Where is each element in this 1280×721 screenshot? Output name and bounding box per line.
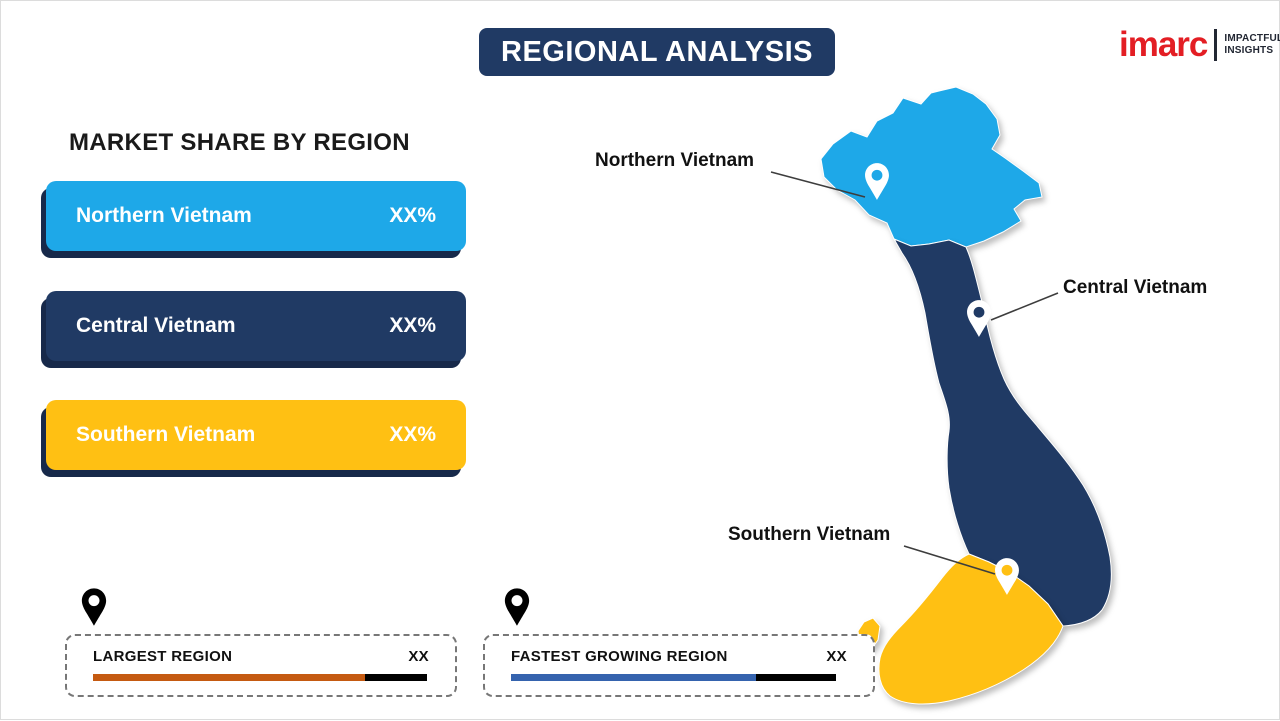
fastest-growing-region-bar-color bbox=[511, 674, 756, 681]
fastest-growing-region-box: FASTEST GROWING REGION XX bbox=[483, 634, 875, 697]
location-pin-icon bbox=[504, 588, 530, 626]
largest-region-bar-color bbox=[93, 674, 365, 681]
map-region-northern bbox=[820, 86, 1043, 248]
region-share-card-northern: Northern Vietnam XX% bbox=[46, 181, 466, 251]
fastest-growing-region-label: FASTEST GROWING REGION bbox=[511, 648, 728, 665]
imarc-logo-text: imarc bbox=[1119, 25, 1208, 64]
logo-tagline-line2: INSIGHTS bbox=[1224, 44, 1274, 56]
map-pin-central bbox=[967, 300, 991, 337]
region-share-label: Southern Vietnam bbox=[76, 423, 256, 446]
largest-region-value: XX bbox=[408, 648, 429, 665]
map-label-northern: Northern Vietnam bbox=[595, 150, 755, 171]
fastest-growing-region-value: XX bbox=[826, 648, 847, 665]
map-label-central: Central Vietnam bbox=[1063, 277, 1208, 298]
logo-divider bbox=[1214, 28, 1218, 61]
leader-line-central bbox=[990, 292, 1059, 321]
region-share-card-southern: Southern Vietnam XX% bbox=[46, 400, 466, 470]
fastest-growing-region-bar-black bbox=[756, 674, 836, 681]
page-title-banner: REGIONAL ANALYSIS bbox=[479, 28, 835, 76]
fastest-growing-region-bar bbox=[511, 674, 847, 681]
map-pin-northern bbox=[865, 163, 889, 200]
map-pin-southern bbox=[995, 558, 1019, 595]
map-label-southern: Southern Vietnam bbox=[728, 524, 891, 545]
largest-region-bar bbox=[93, 674, 429, 681]
map-region-southern bbox=[878, 553, 1064, 705]
region-share-label: Northern Vietnam bbox=[76, 204, 252, 227]
leader-line-northern bbox=[770, 171, 866, 198]
imarc-logo: imarc IMPACTFUL INSIGHTS bbox=[1119, 27, 1280, 62]
region-share-value: XX% bbox=[389, 314, 436, 337]
region-share-value: XX% bbox=[389, 423, 436, 446]
market-share-heading: MARKET SHARE BY REGION bbox=[69, 129, 410, 156]
page-title: REGIONAL ANALYSIS bbox=[501, 35, 813, 68]
leader-line-southern bbox=[903, 545, 996, 575]
logo-tagline-line1: IMPACTFUL bbox=[1224, 32, 1280, 44]
region-share-card-central: Central Vietnam XX% bbox=[46, 291, 466, 361]
largest-region-label: LARGEST REGION bbox=[93, 648, 233, 665]
region-share-value: XX% bbox=[389, 204, 436, 227]
largest-region-bar-black bbox=[365, 674, 427, 681]
largest-region-box: LARGEST REGION XX bbox=[65, 634, 457, 697]
region-share-label: Central Vietnam bbox=[76, 314, 236, 337]
logo-tagline: IMPACTFUL INSIGHTS bbox=[1224, 33, 1280, 57]
location-pin-icon bbox=[81, 588, 107, 626]
